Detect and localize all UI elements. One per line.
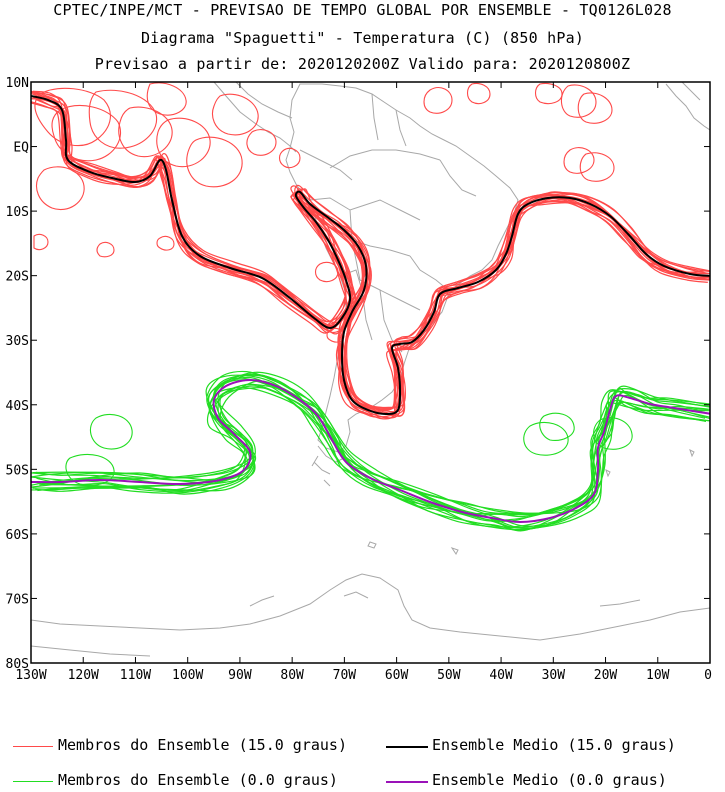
lon-tick-label: 0 (704, 668, 712, 683)
legend-label-members-15: Membros do Ensemble (15.0 graus) (58, 736, 347, 754)
blob (34, 87, 111, 147)
blob (118, 106, 173, 158)
central-america-coast (213, 82, 297, 153)
blob (423, 87, 453, 114)
blob (577, 92, 613, 124)
blob (466, 82, 491, 105)
legend-line-members-15 (13, 746, 53, 747)
lat-tick-label: 10S (6, 205, 29, 220)
longitude-axis: 130W 120W 110W 100W 90W 80W 70W 60W 50W 40W 30W 20W… (15, 82, 712, 683)
lon-tick-label: 90W (228, 668, 252, 683)
lat-tick-label: 60S (6, 528, 29, 543)
blob (51, 105, 122, 162)
lat-tick-label: 50S (6, 463, 29, 478)
ensemble-mean-15 (31, 95, 710, 416)
legend-label-mean-15: Ensemble Medio (15.0 graus) (432, 736, 676, 754)
lat-tick-label: EQ (13, 141, 29, 156)
blob (33, 233, 49, 251)
lat-tick-label: 20S (6, 270, 29, 285)
ensemble-blobs-15 (33, 82, 615, 343)
africa-coast (665, 82, 710, 131)
lat-tick-label: 70S (6, 592, 29, 607)
legend-label-mean-0: Ensemble Medio (0.0 graus) (432, 771, 667, 789)
lat-tick-label: 40S (6, 399, 29, 414)
blob (246, 129, 277, 156)
lon-tick-label: 10W (646, 668, 670, 683)
blob (156, 117, 211, 168)
member-15-curve (33, 92, 710, 413)
lon-tick-label: 120W (68, 668, 99, 683)
loop (65, 453, 115, 486)
blob (211, 93, 259, 136)
blob (156, 235, 175, 251)
loop (523, 421, 569, 456)
south-america-coast (285, 83, 519, 453)
lat-tick-label: 30S (6, 334, 29, 349)
ensemble-mean-0 (31, 378, 710, 524)
lon-tick-label: 30W (542, 668, 566, 683)
lon-tick-label: 60W (385, 668, 409, 683)
blob (326, 327, 345, 343)
map-frame (30, 81, 711, 664)
tierra-del-fuego (311, 445, 345, 487)
latitude-axis: 10N EQ 10S 20S 30S 40S 50S 60S 70S 80S (6, 76, 710, 672)
loop (89, 413, 133, 450)
blob (314, 261, 339, 283)
member-0-curve (35, 373, 706, 521)
lat-tick-label: 80S (6, 657, 29, 672)
lat-tick-label: 10N (6, 76, 29, 91)
antarctica-coast (31, 573, 710, 657)
blob (88, 89, 158, 149)
title-line-3: Previsao a partir de: 2020120200Z Valido… (94, 55, 631, 73)
legend-label-members-0: Membros do Ensemble (0.0 graus) (58, 771, 338, 789)
member-0-curve (31, 377, 710, 518)
lon-tick-label: 80W (280, 668, 304, 683)
blob (278, 147, 301, 169)
blob (560, 84, 597, 118)
title-line-1: CPTEC/INPE/MCT - PREVISAO DE TEMPO GLOBA… (53, 1, 672, 19)
member-0-curve (31, 374, 710, 532)
ensemble-loops-0 (65, 412, 633, 486)
lon-tick-label: 130W (15, 668, 46, 683)
lon-tick-label: 70W (333, 668, 357, 683)
legend-line-mean-15 (386, 746, 428, 748)
lon-tick-label: 40W (489, 668, 513, 683)
title-line-2: Diagrama "Spaguetti" - Temperatura (C) (… (140, 29, 585, 47)
blob (534, 82, 563, 105)
member-15-curve (31, 91, 708, 419)
lon-tick-label: 100W (172, 668, 203, 683)
lon-tick-label: 20W (594, 668, 618, 683)
blob (146, 82, 187, 116)
loop (593, 417, 633, 450)
lon-tick-label: 50W (437, 668, 461, 683)
blob (579, 152, 615, 182)
lon-tick-label: 110W (120, 668, 151, 683)
blob (186, 136, 243, 188)
blob (96, 241, 115, 258)
member-0-curve (31, 383, 710, 514)
blob (35, 166, 85, 210)
sub-antarctic-islands (367, 449, 695, 555)
legend-line-members-0 (13, 781, 53, 782)
blob (563, 147, 595, 174)
legend-line-mean-0 (386, 781, 428, 783)
loop (539, 412, 575, 441)
member-0-curve (32, 374, 710, 522)
